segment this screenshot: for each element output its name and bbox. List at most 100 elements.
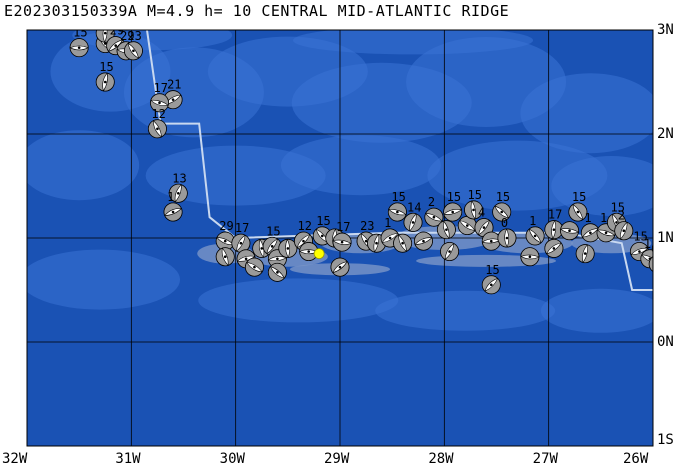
beachball-compression xyxy=(398,233,412,252)
beachball-compression xyxy=(330,257,348,274)
mechanism-label: 17 xyxy=(154,81,168,95)
beachball-compression xyxy=(484,277,501,295)
focal-mechanism: 13 xyxy=(168,171,188,203)
focal-mechanism: 0 xyxy=(497,216,517,248)
beachball-compression xyxy=(572,202,588,221)
beachball-compression xyxy=(148,120,163,139)
mechanism-label: 17 xyxy=(235,221,249,235)
beachball-center xyxy=(533,234,537,238)
focal-mechanism: 17 xyxy=(544,208,564,240)
longitude-label: 30W xyxy=(219,451,245,467)
beachball-compression xyxy=(69,47,89,57)
beachball-compression xyxy=(596,229,616,243)
focal-mechanism: 14 xyxy=(403,200,423,232)
beachball-compression xyxy=(367,233,380,253)
mechanism-label: 21 xyxy=(167,78,181,92)
focal-mechanism: 21 xyxy=(163,78,183,110)
focal-mechanism xyxy=(560,221,580,241)
beachball-compression xyxy=(560,221,579,233)
focal-mechanism: 15 xyxy=(69,26,89,58)
beachball-center xyxy=(451,210,454,214)
beachball-compression xyxy=(581,223,599,238)
mechanism-label: 1 xyxy=(600,211,607,225)
beachball-center xyxy=(114,44,117,47)
beachball-compression xyxy=(312,228,329,246)
beachball-compression xyxy=(269,263,287,279)
beachball-compression xyxy=(163,202,182,217)
beachball-compression xyxy=(497,228,508,248)
beachball-center xyxy=(660,247,663,250)
beachball-compression xyxy=(552,220,564,239)
beachball-center xyxy=(223,239,227,243)
beachball-compression xyxy=(332,240,352,252)
focal-mechanism: 1 xyxy=(163,190,183,222)
mechanism-label: 2 xyxy=(618,209,625,223)
beachball-center xyxy=(396,210,399,214)
mechanism-label: 4 xyxy=(478,206,485,220)
beachball-compression xyxy=(102,72,115,92)
epicenter-marker xyxy=(313,248,325,260)
focal-mechanism: 15 xyxy=(443,190,463,222)
focal-mechanism xyxy=(393,233,413,253)
beachball-compression xyxy=(246,257,264,273)
focal-mechanism xyxy=(278,238,298,258)
focal-mechanism xyxy=(520,247,540,267)
mechanism-label: 1 xyxy=(384,216,391,230)
beachball-compression xyxy=(236,234,251,253)
beachball-compression xyxy=(252,239,265,258)
beachball-compression xyxy=(481,239,501,251)
beachball-compression xyxy=(278,239,289,258)
beachball-center xyxy=(422,239,425,243)
beachball-compression xyxy=(231,233,246,252)
focal-mechanism xyxy=(440,242,460,262)
beachball-center xyxy=(622,229,626,233)
focal-mechanism: 17 xyxy=(150,81,170,113)
mechanism-label: 15 xyxy=(572,190,586,204)
focal-mechanism xyxy=(215,247,235,267)
focal-mechanism: 23 xyxy=(123,30,143,61)
seafloor-swell-13 xyxy=(375,290,556,331)
beachball-center xyxy=(176,191,180,195)
beachball-compression xyxy=(619,221,634,240)
latitude-label: 0N xyxy=(657,334,674,350)
latitude-label: 1S xyxy=(657,432,674,448)
beachball-center xyxy=(604,231,608,235)
latitude-label: 3N xyxy=(657,22,674,38)
beachball-center xyxy=(552,247,556,250)
beachball-center xyxy=(528,255,532,259)
beachball-compression xyxy=(69,38,89,49)
mechanism-label: 17 xyxy=(336,220,350,234)
mechanism-label: 15 xyxy=(73,26,87,40)
longitude-label: 28W xyxy=(428,451,454,467)
beachball-compression xyxy=(424,212,443,227)
beachball-center xyxy=(482,226,486,229)
beachball-center xyxy=(286,247,290,250)
mechanism-label: 15 xyxy=(468,188,482,202)
mechanism-label: 13 xyxy=(172,171,186,185)
beachball-compression xyxy=(388,208,407,222)
focal-mechanism: 15 xyxy=(464,188,484,220)
focal-mechanism: 15 xyxy=(387,190,407,222)
beachball-center xyxy=(657,263,660,266)
beachball-compression xyxy=(294,231,311,249)
beachball-center xyxy=(375,241,378,245)
focal-mechanism xyxy=(481,231,501,251)
focal-mechanism xyxy=(244,257,264,277)
beachball-compression xyxy=(95,30,106,43)
beachball-compression xyxy=(169,184,182,203)
mechanism-label: 15 xyxy=(99,60,113,74)
mechanism-label: 2 xyxy=(428,195,435,209)
focal-mechanism xyxy=(413,231,433,251)
beachball-compression xyxy=(414,231,433,246)
mechanism-label: 1 xyxy=(167,190,174,204)
beachball-compression xyxy=(440,242,455,260)
focal-mechanism xyxy=(457,216,477,236)
beachball-compression xyxy=(127,41,143,59)
beachball-compression xyxy=(444,243,459,261)
focal-mechanism xyxy=(544,238,564,258)
beachball-compression xyxy=(458,220,476,235)
focal-mechanism: 15 xyxy=(492,190,512,222)
seafloor-swell-11 xyxy=(27,249,181,310)
beachball-center xyxy=(171,98,175,101)
focal-mechanism: 12 xyxy=(147,107,167,139)
